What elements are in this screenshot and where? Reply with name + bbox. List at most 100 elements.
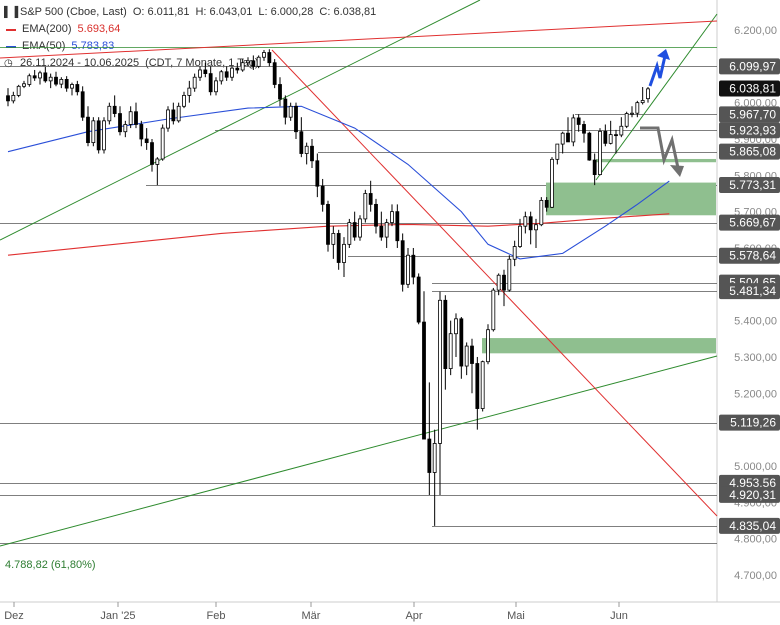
price-label-bg xyxy=(719,214,780,231)
candle-body xyxy=(230,67,234,78)
candle-body xyxy=(587,132,592,161)
clock-icon: ◷ xyxy=(4,58,13,69)
candle-body xyxy=(304,145,309,154)
candle-body xyxy=(640,100,645,104)
ema50-line xyxy=(7,105,670,260)
candle-body xyxy=(198,69,202,78)
y-tick-label: 5.400,00 xyxy=(734,316,777,328)
ema50-value: 5.783,83 xyxy=(71,40,115,52)
x-tick-label: Jun xyxy=(610,610,628,622)
candle-body xyxy=(624,113,629,127)
x-tick-label: Apr xyxy=(405,610,422,622)
candle-body xyxy=(176,105,181,122)
candle-body xyxy=(22,83,26,87)
candle-body xyxy=(6,95,10,102)
price-label-bg xyxy=(719,143,780,160)
fib-level-label: 4.788,82 (61,80%) xyxy=(5,559,96,571)
candle-body xyxy=(470,345,474,364)
candle-body xyxy=(336,233,341,263)
candle-body xyxy=(507,258,512,291)
candle-body xyxy=(646,88,650,100)
ema200-line xyxy=(7,213,670,256)
trend-line-red-top xyxy=(0,20,718,59)
price-label: 5.578,64 xyxy=(729,249,776,263)
chart-legend: ▌▐ S&P 500 (Cboe, Last) O: 6.011,81 H: 6… xyxy=(4,4,376,72)
candle-body xyxy=(454,318,458,335)
candle-body xyxy=(203,69,208,74)
price-label: 4.835,04 xyxy=(729,519,776,533)
candle-body xyxy=(102,120,106,151)
close-value: C: 6.038,81 xyxy=(319,6,377,18)
candle-body xyxy=(150,142,154,165)
candle-body xyxy=(11,94,16,102)
candle-body xyxy=(368,193,373,205)
high-value: H: 6.043,01 xyxy=(195,6,253,18)
price-label: 4.953,56 xyxy=(729,476,776,490)
candle-body xyxy=(443,299,448,369)
candle-body xyxy=(59,79,64,85)
candle-body xyxy=(427,438,432,473)
date-range: 26.11.2024 - 10.06.2025 xyxy=(20,57,140,69)
candle-body xyxy=(272,62,277,85)
candle-body xyxy=(486,329,490,363)
candle-body xyxy=(38,72,42,79)
candle-body xyxy=(123,124,128,133)
candle-body xyxy=(635,102,640,114)
candle-body xyxy=(432,443,437,473)
candle-body xyxy=(219,71,224,82)
candle-body xyxy=(235,67,240,71)
forecast-up-arrow xyxy=(648,55,667,87)
forecast-down-arrowhead xyxy=(670,165,684,177)
candle-body xyxy=(603,130,608,144)
candle-body xyxy=(187,87,192,96)
candle-body xyxy=(16,85,21,96)
price-label-bg xyxy=(719,106,780,123)
candle-body xyxy=(43,72,48,82)
y-tick-label: 5.200,00 xyxy=(734,388,777,400)
legend-row-ema50: EMA(50) 5.783,83 xyxy=(4,38,376,55)
candle-body xyxy=(358,218,362,238)
candle-body xyxy=(390,211,394,223)
candle-body xyxy=(224,71,229,78)
price-label-bg xyxy=(719,283,780,300)
trend-line-green-upper xyxy=(0,0,481,241)
candle-body xyxy=(251,60,256,67)
x-tick-label: Mai xyxy=(507,610,525,622)
candle-body xyxy=(448,333,453,369)
price-label-bg xyxy=(719,486,780,503)
candle-body xyxy=(64,79,69,89)
price-label: 5.865,08 xyxy=(729,145,776,159)
candle-body xyxy=(576,117,581,125)
candle-body xyxy=(331,233,336,245)
open-value: O: 6.011,81 xyxy=(132,6,190,18)
candle-body xyxy=(171,109,176,122)
candle-body xyxy=(502,274,506,291)
candle-body xyxy=(342,243,346,263)
low-value: L: 6.000,28 xyxy=(258,6,314,18)
candle-body xyxy=(278,84,282,100)
candle-body xyxy=(91,120,96,144)
x-tick-label: Mär xyxy=(302,610,321,622)
candle-body xyxy=(128,111,133,125)
support-zone xyxy=(546,182,716,216)
price-label-bg xyxy=(719,122,780,139)
candle-body xyxy=(544,199,549,208)
ema200-swatch xyxy=(6,28,16,31)
candle-body xyxy=(347,222,352,245)
candle-body xyxy=(214,80,218,93)
price-label: 4.920,31 xyxy=(729,488,776,502)
candle-body xyxy=(411,254,416,278)
candle-body xyxy=(518,225,522,247)
candle-body xyxy=(96,120,101,151)
candle-body xyxy=(352,222,357,238)
price-label: 5.119,26 xyxy=(730,416,776,430)
candle-body xyxy=(134,111,138,125)
ema50-label: EMA(50) xyxy=(22,40,66,52)
y-tick-label: 4.700,00 xyxy=(734,570,777,582)
candle-body xyxy=(144,138,149,144)
x-tick-label: Dez xyxy=(4,610,24,622)
candlestick-icon: ▌▐ xyxy=(4,7,19,18)
candle-body xyxy=(75,84,80,93)
price-label: 5.481,34 xyxy=(729,284,776,298)
candle-body xyxy=(459,318,464,367)
